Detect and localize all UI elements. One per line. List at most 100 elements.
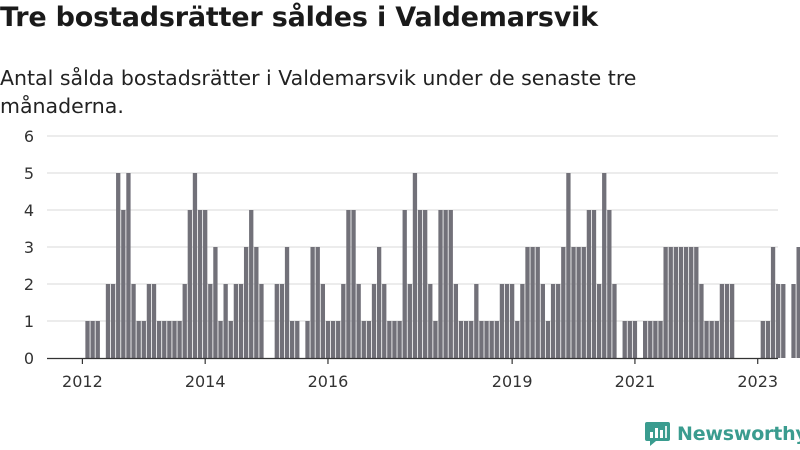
- y-axis: 0 1 2 3 4 5 6: [24, 127, 34, 368]
- bar: [443, 210, 448, 358]
- bar: [305, 321, 310, 358]
- bar: [290, 321, 295, 358]
- bar: [346, 210, 351, 358]
- bar: [279, 284, 285, 358]
- bar: [576, 247, 581, 358]
- bar: [371, 284, 377, 358]
- newsworthy-logo-icon: [645, 422, 670, 446]
- bar: [167, 321, 172, 358]
- bar: [770, 247, 776, 358]
- bar: [382, 284, 387, 358]
- x-tick-label: 2021: [615, 372, 656, 391]
- bar: [545, 321, 551, 358]
- bar: [325, 321, 331, 358]
- bar: [402, 210, 407, 358]
- bar: [361, 321, 366, 358]
- bar: [673, 247, 679, 358]
- y-tick-label: 3: [24, 238, 34, 257]
- bar: [489, 321, 494, 358]
- bars: [85, 173, 800, 358]
- bar: [632, 321, 638, 358]
- x-tick-label: 2014: [185, 372, 226, 391]
- bar: [254, 247, 259, 358]
- bar: [596, 284, 602, 358]
- bar: [428, 284, 433, 358]
- bar: [156, 321, 162, 358]
- bar: [668, 247, 673, 358]
- bar: [571, 247, 576, 358]
- bar: [376, 247, 382, 358]
- bar: [765, 321, 771, 358]
- bar: [208, 284, 213, 358]
- bar: [412, 173, 418, 358]
- bar: [469, 321, 474, 358]
- bar: [643, 321, 648, 358]
- x-tick-label: 2019: [492, 372, 533, 391]
- chart-title: Tre bostadsrätter såldes i Valdemarsvik: [0, 2, 598, 33]
- bar: [484, 321, 489, 358]
- x-tick-label: 2016: [308, 372, 349, 391]
- bar: [719, 284, 725, 358]
- grid-lines: [47, 135, 778, 322]
- bar: [126, 173, 131, 358]
- bar: [515, 321, 520, 358]
- bar: [463, 321, 469, 358]
- bar: [607, 210, 612, 358]
- bar: [540, 284, 545, 358]
- bar: [627, 321, 632, 358]
- bar: [791, 284, 796, 358]
- bar: [356, 284, 361, 358]
- bar: [709, 321, 714, 358]
- newsworthy-logo[interactable]: Newsworthy: [644, 420, 800, 447]
- bar: [678, 247, 684, 358]
- bar: [218, 321, 223, 358]
- bar: [341, 284, 346, 358]
- bar: [121, 210, 126, 358]
- bar: [136, 321, 141, 358]
- bar: [438, 210, 443, 358]
- bar: [566, 173, 571, 358]
- bar: [274, 284, 279, 358]
- bar: [233, 284, 239, 358]
- bar: [479, 321, 484, 358]
- bar: [556, 284, 561, 358]
- y-tick-label: 6: [24, 127, 34, 146]
- bar: [131, 284, 136, 358]
- bar: [182, 284, 187, 358]
- bar: [760, 321, 765, 358]
- bar: [105, 284, 111, 358]
- bar: [95, 321, 100, 358]
- bar: [284, 247, 290, 358]
- bar: [259, 284, 264, 358]
- bar: [151, 284, 157, 358]
- bar: [494, 321, 499, 358]
- bar: [474, 284, 479, 358]
- bar: [392, 321, 397, 358]
- bar: [561, 247, 566, 358]
- bar: [146, 284, 152, 358]
- bar: [172, 321, 177, 358]
- bar: [586, 210, 592, 358]
- bar: [295, 321, 300, 358]
- bar: [653, 321, 658, 358]
- bar: [187, 210, 192, 358]
- bar: [243, 247, 249, 358]
- bar: [197, 210, 203, 358]
- bar: [417, 210, 423, 358]
- bar: [648, 321, 653, 358]
- bar: [658, 321, 663, 358]
- bar: [351, 210, 356, 358]
- bar: [203, 210, 208, 358]
- bar: [535, 247, 540, 358]
- x-tick-label: 2023: [737, 372, 778, 391]
- bar: [504, 284, 510, 358]
- bar: [602, 173, 607, 358]
- bar: [223, 284, 228, 358]
- bar: [448, 210, 453, 358]
- bar: [509, 284, 515, 358]
- bar: [310, 247, 315, 358]
- bar: [228, 321, 233, 358]
- bar: [249, 210, 254, 358]
- y-tick-label: 5: [24, 164, 34, 183]
